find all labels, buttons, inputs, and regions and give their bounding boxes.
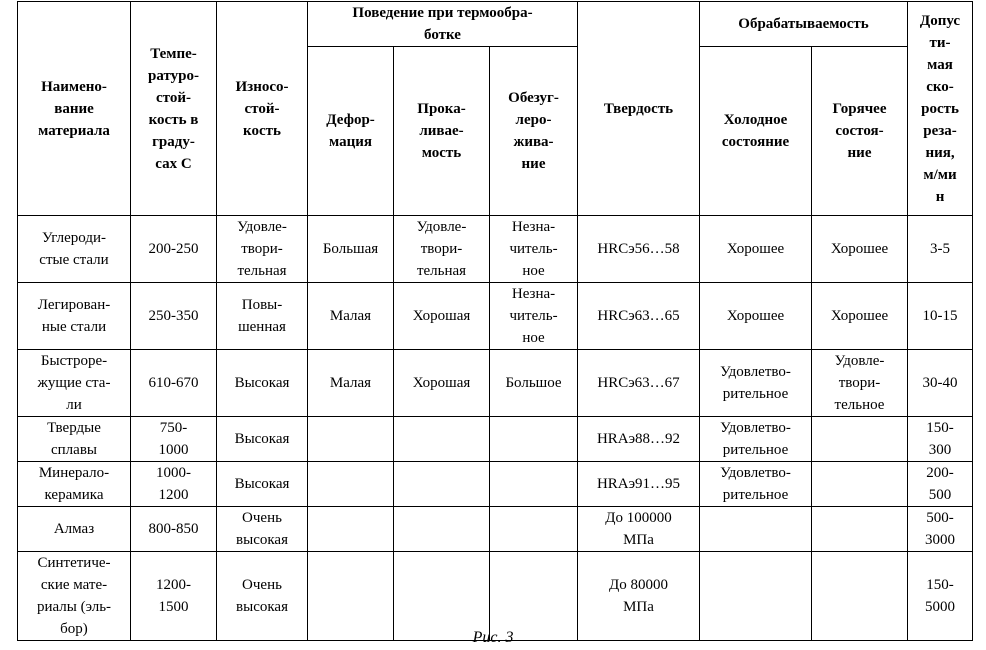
cell-hardness: До 100000 МПа [577,506,701,552]
cell-cold-state: Удовлетво- рительное [699,416,813,462]
table-row: Минерало- керамика 1000- 1200 Высокая HRAэ9… [17,461,974,507]
cell-decarburization: Большое [488,349,579,417]
cell-hardenability: Удовле- твори- тельная [393,215,490,283]
cell-decarburization [488,416,579,462]
cell-wear-resistance: Повы- шенная [216,282,308,350]
cell-hardenability: Хорошая [393,282,490,350]
figure-caption: Рис. 3 [472,629,514,646]
cell-name: Легирован- ные стали [17,282,131,350]
cell-name: Быстроре- жущие ста- ли [17,349,131,417]
cell-name: Синтетиче- ские мате- риалы (эль- бор) [17,551,131,641]
cell-name: Углероди- стые стали [17,215,131,283]
cell-cutting-speed: 200- 500 [907,461,974,507]
cell-deformation [307,416,394,462]
cell-temperature: 1000- 1200 [130,461,217,507]
cell-decarburization [488,461,579,507]
table-row: Синтетиче- ские мате- риалы (эль- бор) 12… [17,551,974,641]
cell-hardness: HRAэ88…92 [577,416,701,462]
cell-cutting-speed: 150- 300 [907,416,974,462]
cell-hardness: HRCэ63…67 [577,349,701,417]
cell-hardness: HRAэ91…95 [577,461,701,507]
cell-hot-state: Хорошее [811,282,909,350]
header-temperature: Темпе- ратуро- стой- кость в граду- сах … [130,1,217,216]
cell-cold-state: Удовлетво- рительное [699,461,813,507]
header-machinability: Обрабатываемость [699,1,909,47]
cell-cutting-speed: 150- 5000 [907,551,974,641]
cell-deformation [307,506,394,552]
cell-deformation: Малая [307,282,394,350]
cell-decarburization [488,506,579,552]
cell-temperature: 750- 1000 [130,416,217,462]
cell-temperature: 800-850 [130,506,217,552]
cell-hardenability [393,461,490,507]
cell-wear-resistance: Очень высокая [216,551,308,641]
cell-wear-resistance: Очень высокая [216,506,308,552]
cell-hardness: До 80000 МПа [577,551,701,641]
cell-temperature: 200-250 [130,215,217,283]
header-hardness: Твердость [577,1,701,216]
cell-deformation [307,461,394,507]
cell-hardenability [393,506,490,552]
header-hot-state: Горячее состоя- ние [811,46,909,216]
cell-hardness: HRCэ63…65 [577,282,701,350]
cell-wear-resistance: Высокая [216,349,308,417]
cell-hot-state: Хорошее [811,215,909,283]
header-cold-state: Холодное состояние [699,46,813,216]
cell-hardness: HRCэ56…58 [577,215,701,283]
cell-wear-resistance: Высокая [216,416,308,462]
header-cutting-speed: Допус ти- мая ско- рость реза- ния, м/ми… [907,1,974,216]
table-row: Твердые сплавы 750- 1000 Высокая HRAэ88…92 У… [17,416,974,462]
cell-decarburization: Незна- читель- ное [488,282,579,350]
cell-decarburization [488,551,579,641]
cell-cutting-speed: 10-15 [907,282,974,350]
cell-cold-state [699,506,813,552]
header-deformation: Дефор- мация [307,46,394,216]
cell-temperature: 250-350 [130,282,217,350]
header-name: Наимено- вание материала [17,1,131,216]
cell-deformation: Малая [307,349,394,417]
table-row: Легирован- ные стали 250-350 Повы- шенная М… [17,282,974,350]
table-row: Углероди- стые стали 200-250 Удовле- твори… [17,215,974,283]
cell-cold-state [699,551,813,641]
header-decarburization: Обезуг- леро- живa- ние [488,46,579,216]
cell-cutting-speed: 30-40 [907,349,974,417]
header-wear-resistance: Износо- стой- кость [216,1,308,216]
cell-hot-state [811,551,909,641]
cell-name: Минерало- керамика [17,461,131,507]
cell-hot-state [811,506,909,552]
cell-cutting-speed: 500- 3000 [907,506,974,552]
materials-table: Наимено- вание материала Темпе- ратуро- … [17,1,974,641]
table-row: Быстроре- жущие ста- ли 610-670 Высокая Мал… [17,349,974,417]
cell-cold-state: Хорошее [699,215,813,283]
cell-name: Алмаз [17,506,131,552]
cell-hardenability [393,551,490,641]
cell-wear-resistance: Высокая [216,461,308,507]
cell-hot-state [811,461,909,507]
cell-cold-state: Удовлетво- рительное [699,349,813,417]
cell-decarburization: Незна- читель- ное [488,215,579,283]
cell-temperature: 1200- 1500 [130,551,217,641]
cell-temperature: 610-670 [130,349,217,417]
cell-hardenability: Хорошая [393,349,490,417]
cell-hardenability [393,416,490,462]
cell-wear-resistance: Удовле- твори- тельная [216,215,308,283]
table-body: Углероди- стые стали 200-250 Удовле- твори… [17,215,974,641]
header-hardenability: Прока- ливае- мость [393,46,490,216]
table-row: Алмаз 800-850 Очень высокая До 100000 МПа 50… [17,506,974,552]
header-heat-treatment: Поведение при термообра- ботке [306,1,579,47]
cell-deformation: Большая [307,215,394,283]
cell-hot-state [811,416,909,462]
cell-name: Твердые сплавы [17,416,131,462]
cell-hot-state: Удовле- твори- тельное [811,349,909,417]
cell-cold-state: Хорошее [699,282,813,350]
cell-cutting-speed: 3-5 [907,215,974,283]
